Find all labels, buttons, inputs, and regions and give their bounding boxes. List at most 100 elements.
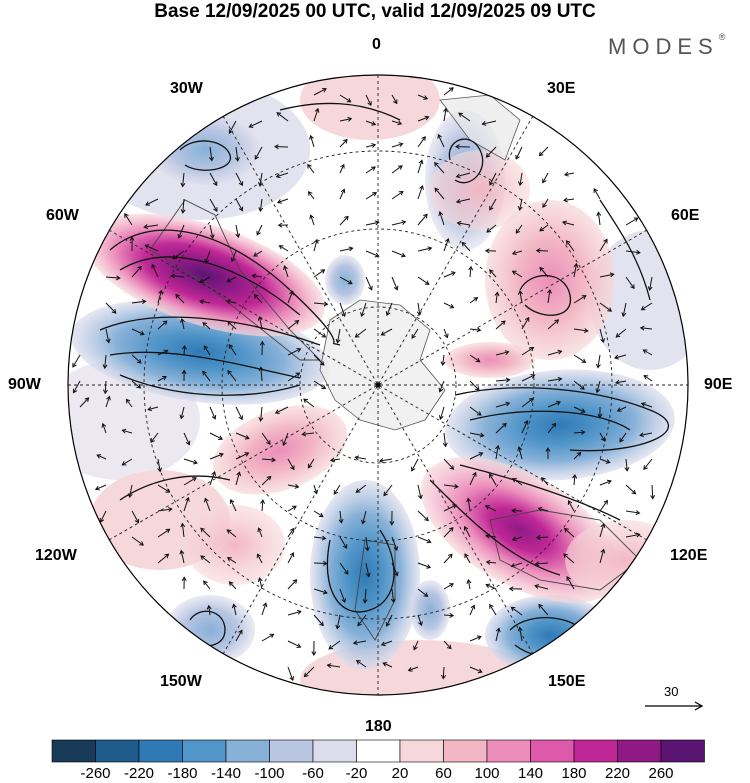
- wind-vector: [275, 406, 289, 414]
- meridian: [222, 115, 534, 655]
- wind-vector: [391, 165, 403, 174]
- wind-vector-head: [563, 553, 568, 559]
- wind-vector: [227, 370, 237, 382]
- wind-vector: [157, 508, 172, 512]
- wind-vector: [209, 453, 224, 460]
- wind-vector-head: [378, 458, 384, 464]
- wind-vector: [486, 146, 497, 158]
- wind-vector: [200, 527, 211, 538]
- streamline: [599, 199, 651, 301]
- wind-vector-head: [473, 297, 479, 302]
- wind-vector-head: [322, 560, 328, 566]
- wind-vector-head: [398, 190, 404, 196]
- wind-vector: [260, 406, 263, 421]
- wind-vector: [313, 510, 324, 518]
- wind-vector-head: [289, 290, 294, 296]
- wind-vector-head: [440, 674, 447, 680]
- wind-vector-head: [515, 154, 520, 160]
- wind-vector-head: [484, 248, 490, 254]
- wind-vector-head: [449, 612, 455, 618]
- wind-vector-head: [576, 451, 582, 457]
- colorbar-tick-label: 220: [604, 765, 631, 782]
- wind-vector-head: [365, 572, 371, 578]
- wind-vector: [443, 328, 448, 338]
- wind-vector: [417, 116, 429, 122]
- wind-vector-head: [633, 217, 639, 222]
- wind-vector: [614, 354, 627, 359]
- wind-vector: [182, 198, 185, 213]
- wind-vector: [336, 614, 341, 629]
- wind-vector: [182, 172, 185, 187]
- wind-vector: [391, 536, 398, 551]
- wind-vector-head: [539, 226, 545, 232]
- wind-vector: [355, 484, 367, 493]
- wind-vector-head: [511, 250, 517, 256]
- wind-vector-head: [185, 496, 190, 502]
- wind-vector: [417, 302, 421, 315]
- wind-vector: [386, 302, 393, 316]
- wind-vector: [573, 452, 582, 460]
- anomaly-region: [300, 75, 440, 140]
- wind-vector: [547, 289, 551, 304]
- wind-vector-head: [423, 95, 429, 100]
- wind-vector-head: [301, 431, 307, 437]
- wind-vector-head: [489, 180, 494, 186]
- wind-vector-head: [355, 660, 361, 665]
- wind-vector: [443, 432, 447, 447]
- wind-vector-head: [346, 97, 352, 103]
- wind-vector-head: [145, 201, 150, 206]
- wind-vector-head: [542, 178, 547, 184]
- wind-vector-head: [385, 621, 391, 627]
- wind-vector-head: [329, 457, 335, 463]
- wind-vector-head: [518, 181, 523, 187]
- wind-vector-head: [400, 252, 406, 258]
- wind-vector-head: [274, 409, 280, 414]
- coastline: [489, 509, 641, 591]
- wind-vector-head: [650, 494, 656, 500]
- wind-vector: [536, 250, 549, 252]
- wind-vector-head: [374, 252, 380, 258]
- wind-vector: [512, 478, 523, 486]
- wind-vector-head: [424, 516, 429, 522]
- wind-vector-head: [143, 224, 149, 230]
- wind-vector: [625, 276, 635, 289]
- wind-vector-head: [468, 265, 474, 271]
- wind-vector: [417, 247, 432, 252]
- wind-vector: [439, 211, 445, 226]
- wind-vector-head: [134, 518, 140, 524]
- wind-vector-head: [456, 220, 462, 226]
- wind-vector: [277, 198, 289, 203]
- wind-vector: [519, 172, 523, 186]
- wind-vector-head: [449, 304, 455, 309]
- wind-vector: [515, 146, 523, 160]
- wind-vector-head: [121, 428, 127, 434]
- wind-vector: [461, 242, 471, 252]
- wind-vector: [512, 270, 523, 278]
- wind-vector-head: [607, 307, 613, 312]
- wind-vector: [563, 198, 575, 201]
- wind-vector: [339, 536, 348, 549]
- wind-vector: [547, 378, 562, 382]
- wind-vector-head: [179, 414, 185, 420]
- wind-vector: [469, 266, 472, 278]
- wind-vector: [443, 504, 457, 512]
- wind-vector-head: [136, 383, 142, 389]
- wind-vector-head: [228, 581, 234, 587]
- wind-vector: [464, 553, 471, 564]
- reference-vector-label: 30: [664, 684, 679, 699]
- wind-vector-head: [551, 422, 557, 428]
- wind-vector: [417, 510, 429, 521]
- wind-vector: [339, 562, 349, 575]
- wind-vector: [209, 172, 218, 186]
- wind-vector: [230, 499, 237, 512]
- wind-vector-head: [477, 668, 483, 674]
- wind-vector-head: [606, 479, 612, 485]
- wind-vector-head: [438, 211, 444, 217]
- wind-vector-head: [151, 263, 156, 269]
- wind-vector: [256, 224, 263, 236]
- wind-vector-head: [342, 544, 348, 549]
- wind-vector: [339, 276, 353, 285]
- wind-vector: [365, 166, 376, 174]
- wind-vector-head: [485, 152, 491, 158]
- wind-vector-head: [565, 240, 571, 245]
